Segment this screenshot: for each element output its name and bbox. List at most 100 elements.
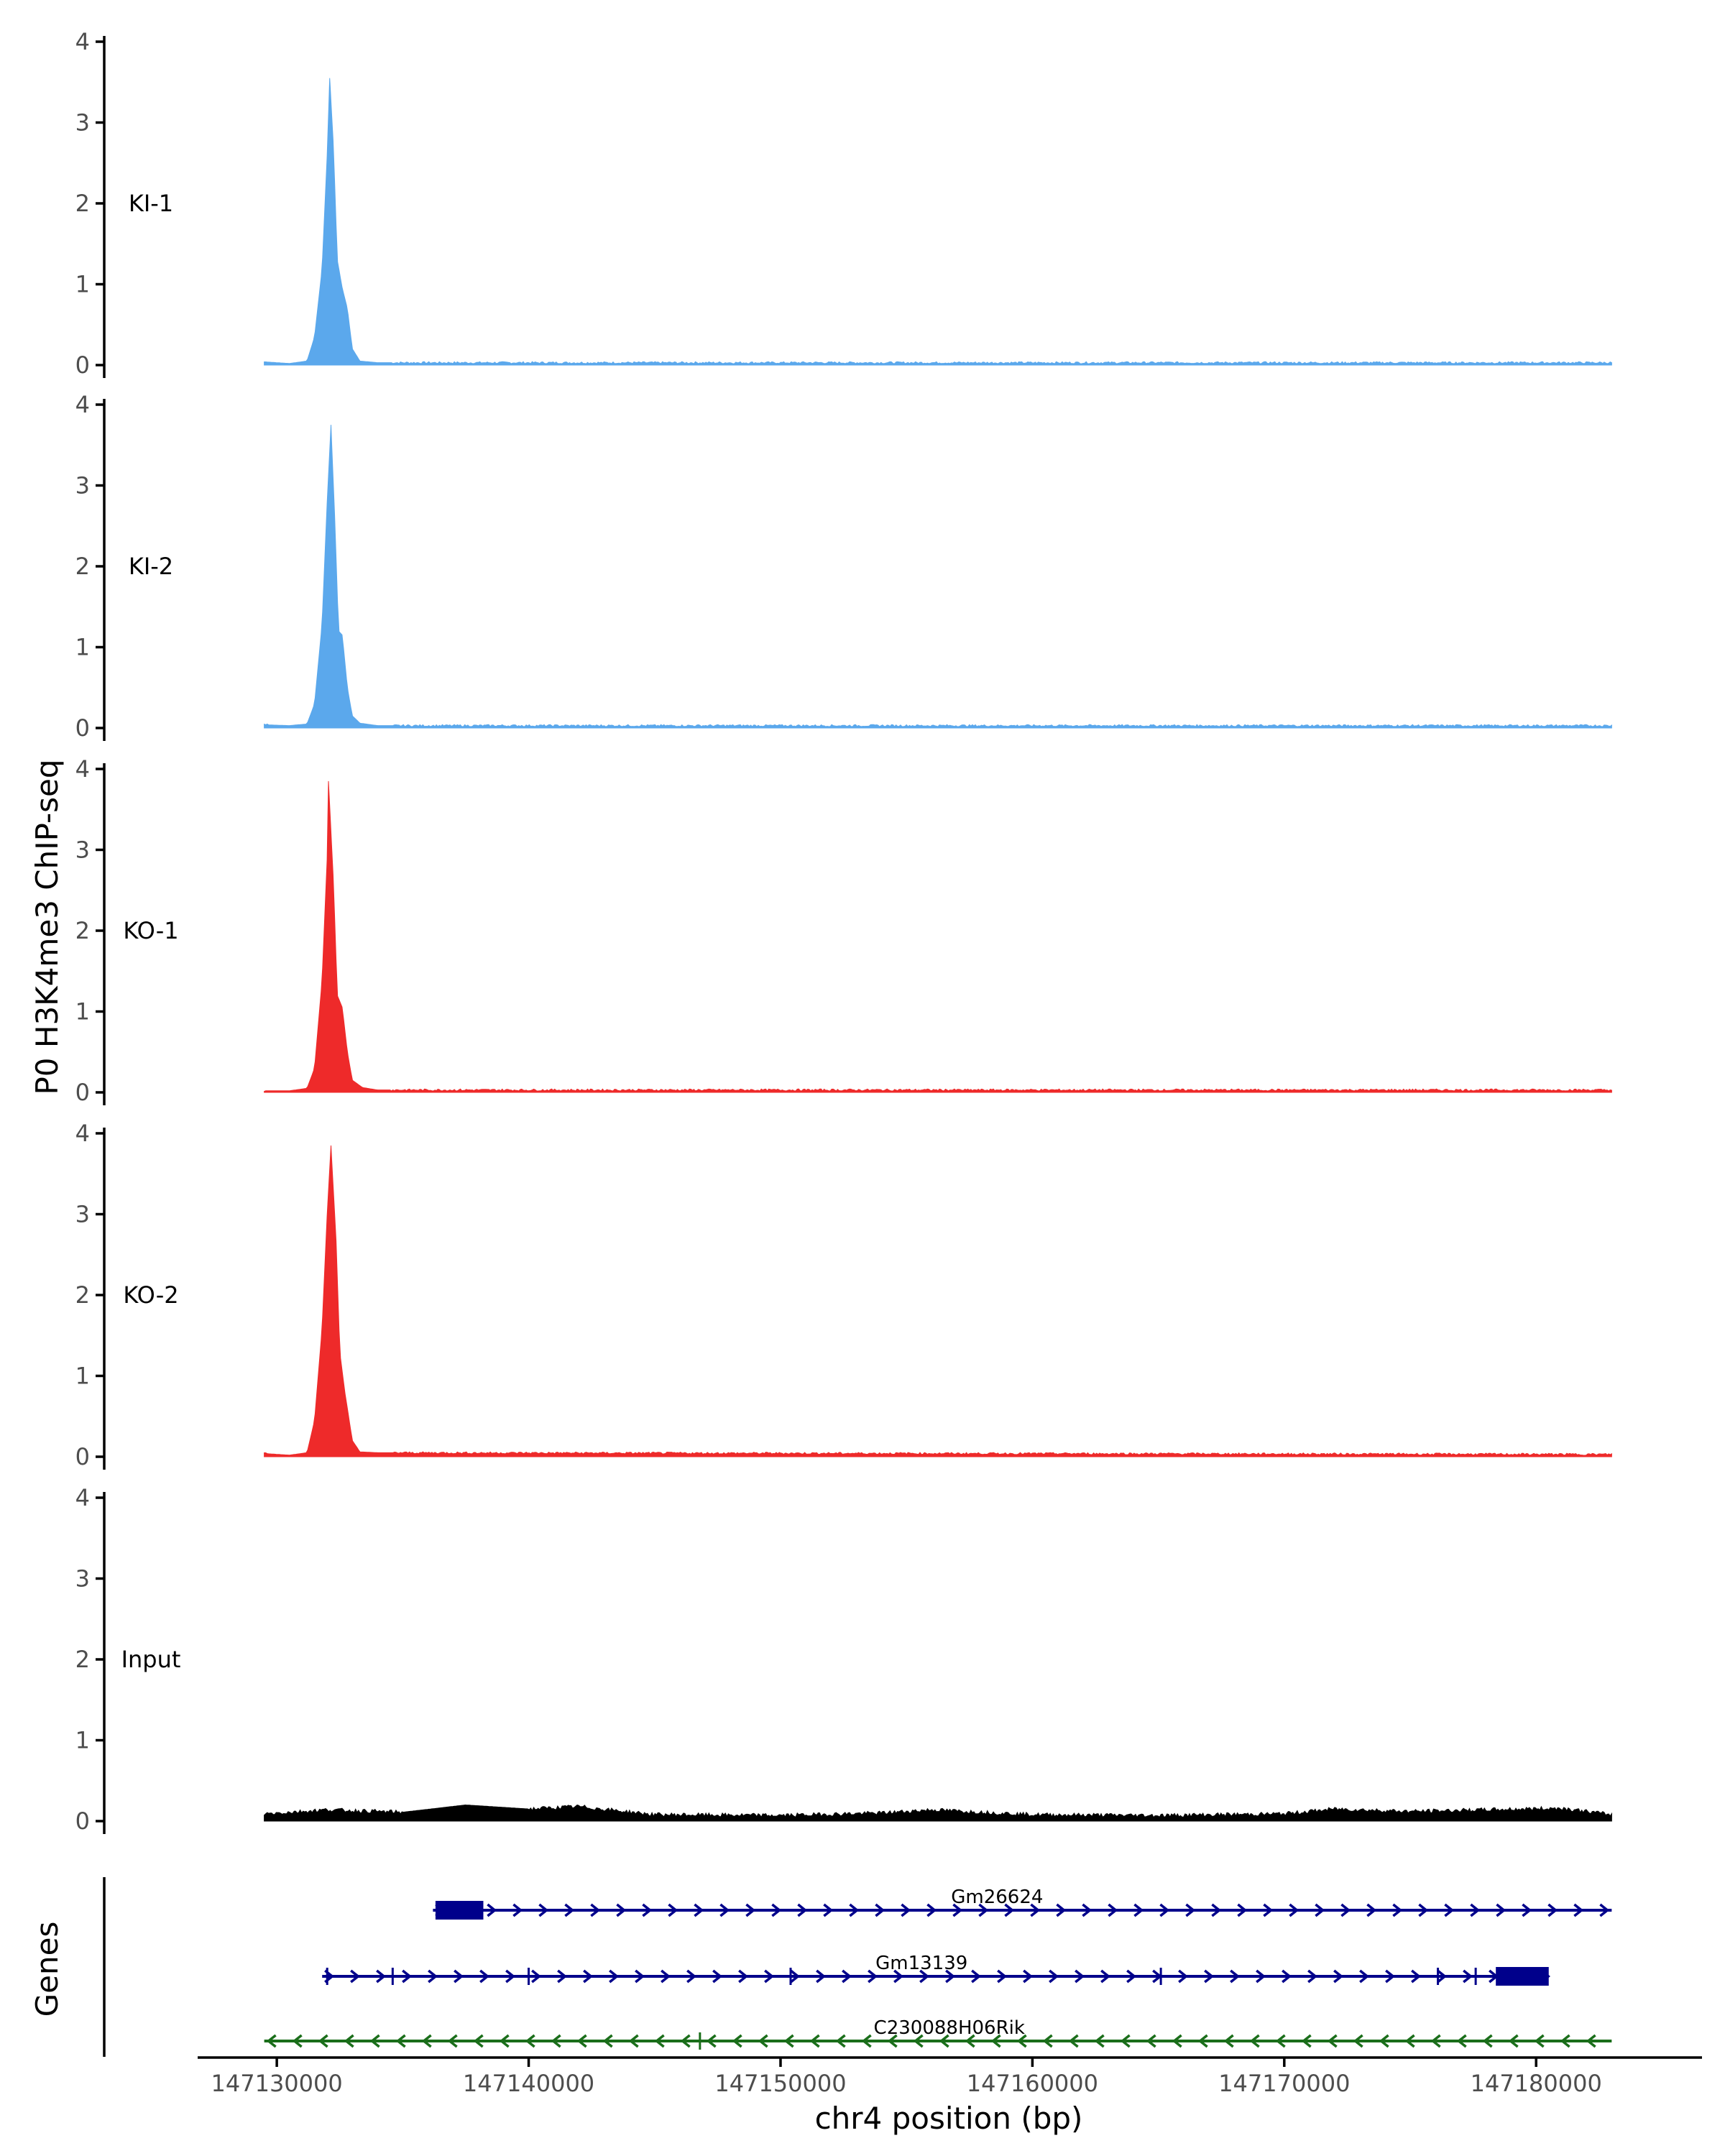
strand-arrow bbox=[1100, 1969, 1111, 1984]
strand-arrow bbox=[395, 2034, 406, 2048]
strand-arrow bbox=[1404, 2034, 1415, 2048]
strand-arrow bbox=[1172, 2034, 1182, 2048]
signal-tracks: 0 1 2 3 4 KI-1 0 1 2 3 4 KI-2 0 1 2 3 4 KO-1 0 1 2 3 4 KO-2 0 1 2 3… bbox=[75, 28, 1612, 1835]
y-tick-label: 2 bbox=[75, 553, 90, 580]
strand-arrow bbox=[712, 1969, 723, 1984]
strand-arrow bbox=[421, 2034, 432, 2048]
strand-arrow bbox=[1049, 1969, 1059, 1984]
y-tick-label: 3 bbox=[75, 109, 90, 137]
genes-panel-title: Genes bbox=[29, 1922, 65, 2017]
x-tick-label: 147130000 bbox=[211, 2070, 343, 2097]
strand-arrow bbox=[875, 1903, 886, 1917]
strand-arrow bbox=[1437, 1969, 1448, 1984]
track-label: KI-1 bbox=[129, 190, 173, 217]
y-tick-label: 2 bbox=[75, 917, 90, 944]
strand-arrow bbox=[668, 1903, 678, 1917]
track-ki-2: 0 1 2 3 4 KI-2 bbox=[75, 391, 1612, 742]
strand-arrow bbox=[823, 1903, 834, 1917]
strand-arrow bbox=[642, 1903, 653, 1917]
gene-gm26624: Gm26624 bbox=[433, 1886, 1612, 1920]
strand-arrow bbox=[783, 2034, 794, 2048]
strand-arrow bbox=[1120, 2034, 1131, 2048]
track-input: 0 1 2 3 4 Input bbox=[75, 1484, 1612, 1835]
strand-arrow bbox=[538, 1903, 549, 1917]
strand-arrow bbox=[1456, 2034, 1467, 2048]
y-tick-label: 1 bbox=[75, 271, 90, 298]
y-tick-label: 4 bbox=[75, 755, 90, 783]
strand-arrow bbox=[1327, 2034, 1338, 2048]
strand-arrow bbox=[926, 1903, 937, 1917]
strand-arrow bbox=[939, 2034, 949, 2048]
y-tick-label: 3 bbox=[75, 472, 90, 499]
y-tick-label: 1 bbox=[75, 1727, 90, 1754]
strand-arrow bbox=[1230, 1969, 1241, 1984]
strand-arrow bbox=[1418, 1903, 1429, 1917]
strand-arrow bbox=[525, 2034, 535, 2048]
x-tick-label: 147150000 bbox=[714, 2070, 846, 2097]
strand-arrow bbox=[1301, 2034, 1312, 2048]
strand-arrow bbox=[1108, 1903, 1118, 1917]
strand-arrow bbox=[758, 2034, 768, 2048]
strand-arrow bbox=[1385, 1969, 1396, 1984]
y-tick-label: 2 bbox=[75, 190, 90, 217]
strand-arrow bbox=[512, 1903, 523, 1917]
strand-arrow bbox=[887, 2034, 898, 2048]
gene-c230088h06rik: C230088H06Rik bbox=[264, 2017, 1612, 2050]
strand-arrow bbox=[919, 1969, 930, 1984]
y-tick-label: 4 bbox=[75, 1484, 90, 1511]
strand-arrow bbox=[1030, 1903, 1041, 1917]
strand-arrow bbox=[1599, 1903, 1610, 1917]
strand-arrow bbox=[487, 1903, 497, 1917]
strand-arrow bbox=[266, 2034, 277, 2048]
signal-area bbox=[264, 780, 1612, 1093]
strand-arrow bbox=[868, 1969, 878, 1984]
strand-arrow bbox=[1573, 1903, 1584, 1917]
strand-arrow bbox=[997, 1969, 1008, 1984]
gene-label: Gm13139 bbox=[875, 1953, 967, 1974]
strand-arrow bbox=[350, 1969, 361, 1984]
strand-arrow bbox=[344, 2034, 354, 2048]
strand-arrow bbox=[971, 1969, 982, 1984]
strand-arrow bbox=[965, 2034, 975, 2048]
strand-arrow bbox=[1023, 1969, 1034, 1984]
strand-arrow bbox=[706, 2034, 717, 2048]
gene-label: C230088H06Rik bbox=[874, 2017, 1025, 2039]
strand-arrow bbox=[1307, 1969, 1318, 1984]
strand-arrow bbox=[1430, 2034, 1441, 2048]
strand-arrow bbox=[1075, 1969, 1085, 1984]
y-tick-label: 0 bbox=[75, 1079, 90, 1106]
strand-arrow bbox=[447, 2034, 458, 2048]
gene-annotation-panel: Gm26624 Gm13139 C230088H06Rik bbox=[103, 1877, 1612, 2057]
strand-arrow bbox=[816, 1969, 827, 1984]
y-tick-label: 4 bbox=[75, 28, 90, 55]
signal-area bbox=[264, 78, 1612, 366]
exon-block bbox=[1496, 1967, 1549, 1986]
strand-arrow bbox=[616, 1903, 627, 1917]
gene-label: Gm26624 bbox=[951, 1886, 1043, 1908]
strand-arrow bbox=[292, 2034, 303, 2048]
x-tick-label: 147170000 bbox=[1218, 2070, 1350, 2097]
strand-arrow bbox=[842, 1969, 852, 1984]
y-tick-label: 2 bbox=[75, 1646, 90, 1673]
strand-arrow bbox=[849, 1903, 860, 1917]
track-label: KI-2 bbox=[129, 553, 173, 580]
strand-arrow bbox=[764, 1969, 775, 1984]
y-tick-label: 3 bbox=[75, 837, 90, 864]
strand-arrow bbox=[505, 1969, 516, 1984]
strand-arrow bbox=[628, 2034, 639, 2048]
strand-arrow bbox=[1016, 2034, 1027, 2048]
strand-arrow bbox=[1056, 1903, 1067, 1917]
strand-arrow bbox=[952, 1903, 963, 1917]
strand-arrow bbox=[369, 2034, 380, 2048]
strand-arrow bbox=[1256, 1969, 1266, 1984]
y-tick-label: 4 bbox=[75, 1120, 90, 1147]
strand-arrow bbox=[557, 1969, 568, 1984]
strand-arrow bbox=[1315, 1903, 1325, 1917]
y-tick-label: 1 bbox=[75, 634, 90, 661]
strand-arrow bbox=[376, 1969, 387, 1984]
strand-arrow bbox=[1185, 1903, 1196, 1917]
strand-arrow bbox=[1126, 1969, 1137, 1984]
strand-arrow bbox=[479, 1969, 490, 1984]
signal-area bbox=[264, 1145, 1612, 1457]
